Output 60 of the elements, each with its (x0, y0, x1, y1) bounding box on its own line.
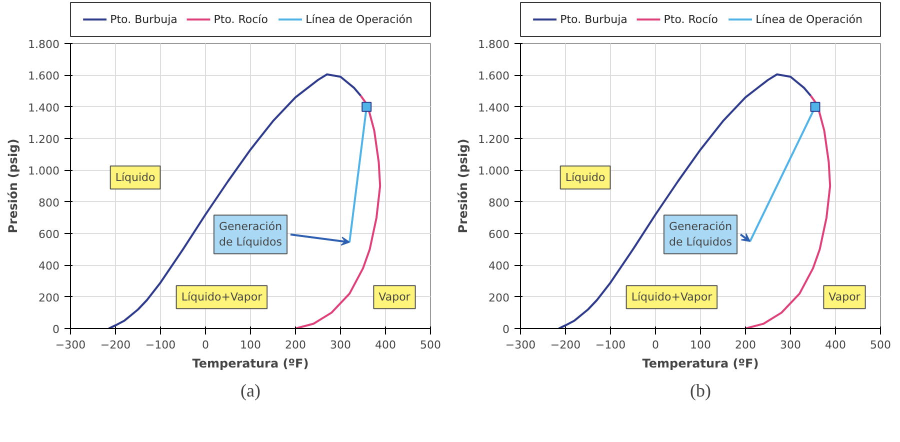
x-axis-title: Temperatura (ºF) (192, 356, 309, 370)
x-tick-label: 100 (690, 338, 711, 352)
x-tick-label: 300 (330, 338, 351, 352)
x-tick-label: −200 (100, 338, 131, 352)
text: (b) (690, 380, 712, 400)
legend-label: Pto. Rocío (664, 13, 718, 26)
legend-label: Pto. Burbuja (560, 13, 628, 26)
legend-label: Pto. Rocío (214, 13, 268, 26)
y-tick-label: 1.000 (28, 164, 60, 178)
y-tick-label: 1.200 (28, 133, 60, 146)
text: (a) (240, 380, 260, 400)
x-tick-label: −100 (145, 338, 176, 352)
y-tick-label: 0 (52, 323, 60, 336)
y-tick-label: 1.600 (28, 70, 60, 83)
annotation: Líquido (565, 170, 606, 184)
x-tick-label: 200 (735, 338, 756, 352)
x-tick-label: −300 (55, 338, 86, 352)
annotation: Vapor (828, 290, 861, 304)
x-tick-label: 400 (375, 338, 396, 352)
annotation: Líquido+Vapor (181, 290, 263, 304)
legend-label: Pto. Burbuja (110, 13, 178, 26)
y-tick-label: 200 (38, 291, 60, 304)
y-tick-label: 200 (488, 291, 510, 304)
x-tick-label: 0 (652, 338, 659, 352)
y-tick-label: 600 (38, 228, 60, 241)
y-tick-label: 1.400 (28, 101, 60, 114)
y-tick-label: 800 (38, 196, 60, 210)
annotation: Generación de Líquidos (668, 220, 732, 249)
y-tick-label: 1.200 (478, 133, 510, 146)
x-tick-label: −200 (550, 338, 581, 352)
annotation: Generación de Líquidos (218, 220, 282, 249)
y-axis-title: Presión (psig) (6, 138, 20, 234)
annotation: Vapor (378, 290, 411, 304)
x-tick-label: 300 (780, 338, 801, 352)
y-tick-label: 400 (38, 260, 60, 273)
x-tick-label: 200 (285, 338, 306, 352)
x-tick-label: 500 (420, 338, 441, 352)
annotation: Líquido (115, 170, 156, 184)
y-tick-label: 1.800 (28, 38, 60, 51)
x-axis-title: Temperatura (ºF) (642, 356, 759, 370)
x-tick-label: −100 (595, 338, 626, 352)
y-tick-label: 600 (488, 228, 510, 241)
x-tick-label: 500 (870, 338, 891, 352)
y-tick-label: 1.000 (478, 164, 510, 178)
legend-label: Línea de Operación (756, 13, 862, 26)
y-tick-label: 800 (488, 196, 510, 210)
x-tick-label: 0 (202, 338, 209, 352)
line-series (108, 73, 362, 328)
y-tick-label: 1.600 (478, 70, 510, 83)
line-series (558, 73, 812, 328)
x-tick-label: 100 (240, 338, 261, 352)
y-tick-label: 0 (502, 323, 510, 336)
x-tick-label: −300 (505, 338, 536, 352)
y-tick-label: 400 (488, 260, 510, 273)
y-tick-label: 1.400 (478, 101, 510, 114)
y-axis-title: Presión (psig) (456, 138, 470, 234)
x-tick-label: 400 (825, 338, 846, 352)
y-tick-label: 1.800 (478, 38, 510, 51)
legend-label: Línea de Operación (306, 13, 412, 26)
annotation: Líquido+Vapor (631, 290, 713, 304)
